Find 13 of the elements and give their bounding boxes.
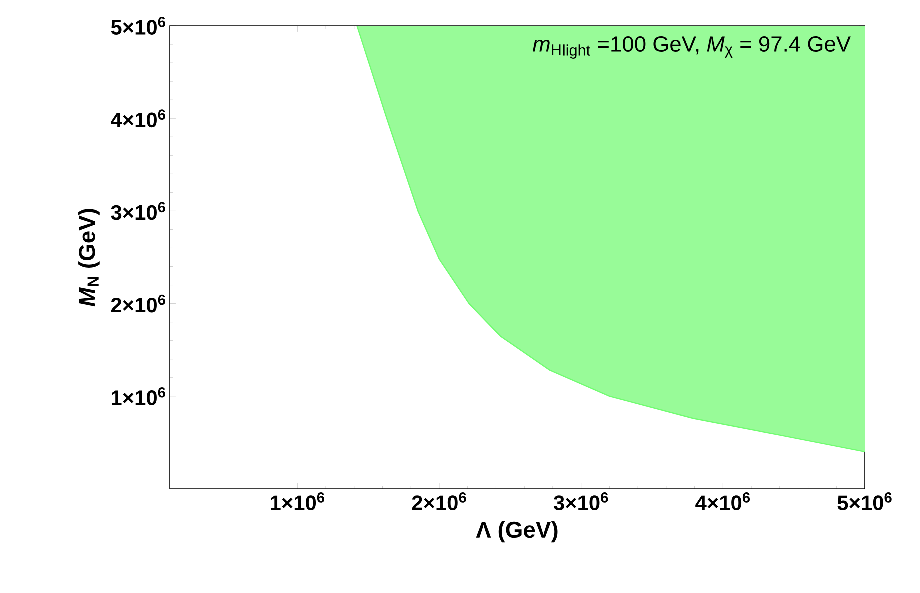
- y-tick-label: 4×10$^{6}$: [111, 110, 166, 128]
- x-axis-title: Λ (GeV): [476, 521, 558, 543]
- y-tick-label: 1×10$^{6}$: [112, 387, 166, 406]
- y-axis-title: M$_{N}$ (GeV): [78, 209, 100, 307]
- x-tick-label: 5×10$^{6}$: [838, 492, 892, 510]
- x-tick-label: 2×10$^{6}$: [412, 492, 466, 510]
- y-tick-label: 5×10$^{6}$: [111, 17, 166, 35]
- x-tick-label: 3×10$^{6}$: [554, 492, 608, 510]
- x-tick-label: 4×10$^{6}$: [696, 492, 750, 510]
- annotation: m$_{Hlight}$ =100 GeV, M$_{χ}$ = 97.4 GeV: [532, 36, 851, 59]
- y-tick-label: 2×10$^{6}$: [111, 294, 166, 313]
- y-tick-label: 3×10$^{6}$: [111, 202, 166, 220]
- x-tick-label: 1×10$^{6}$: [271, 492, 325, 510]
